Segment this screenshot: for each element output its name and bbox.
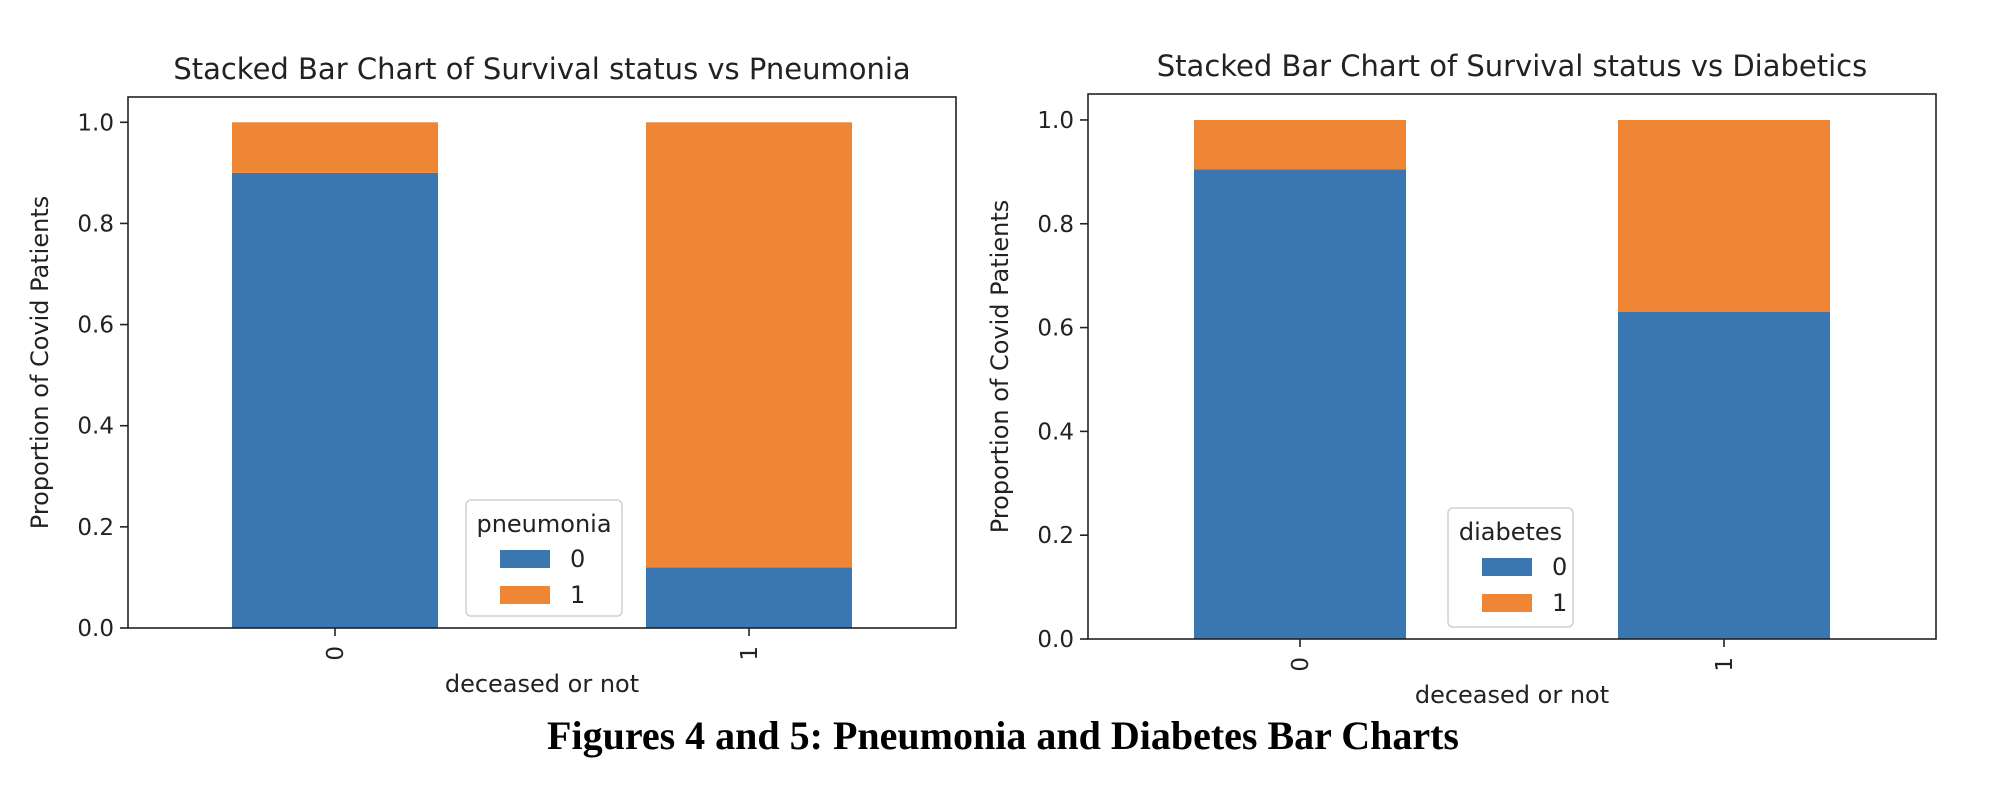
y-tick-label: 0.6 — [77, 313, 114, 339]
x-axis-label: deceased or not — [1415, 681, 1609, 709]
y-tick-label: 0.2 — [1037, 523, 1074, 549]
plot-frame — [1087, 93, 1937, 640]
figure-caption: Figures 4 and 5: Pneumonia and Diabetes … — [547, 713, 1459, 758]
x-axis-label: deceased or not — [445, 670, 639, 698]
x-tick-label: 0 — [1288, 657, 1314, 672]
legend-label-1: 1 — [1552, 589, 1567, 617]
bar-1-series-0 — [1618, 312, 1830, 639]
y-tick-label: 1.0 — [77, 110, 114, 136]
legend-swatch-1 — [1482, 594, 1532, 612]
bar-1-series-1 — [1618, 119, 1830, 312]
bar-1-series-0 — [646, 567, 852, 628]
y-tick-label: 0.6 — [1037, 316, 1074, 342]
chart-diabetes: Stacked Bar Chart of Survival status vs … — [986, 49, 1937, 709]
x-tick-label: 1 — [737, 646, 763, 661]
legend: diabetes 0 1 — [1447, 507, 1574, 628]
legend-label-0: 0 — [570, 545, 585, 573]
chart-title: Stacked Bar Chart of Survival status vs … — [173, 52, 910, 86]
bar-0-series-1 — [1194, 119, 1406, 170]
legend-title: pneumonia — [476, 510, 611, 538]
y-tick-label: 0.8 — [77, 211, 114, 237]
y-tick-label: 0.4 — [77, 414, 114, 440]
y-tick-label: 0.2 — [77, 515, 114, 541]
y-tick-label: 0.0 — [1037, 627, 1074, 653]
legend-label-0: 0 — [1552, 553, 1567, 581]
y-axis-label: Proportion of Covid Patients — [26, 196, 54, 529]
bar-0-series-1 — [232, 122, 438, 173]
y-tick-label: 0.0 — [77, 616, 114, 642]
legend-swatch-1 — [500, 586, 550, 604]
chart-title: Stacked Bar Chart of Survival status vs … — [1157, 49, 1867, 83]
legend-title: diabetes — [1459, 518, 1562, 546]
legend-swatch-0 — [1482, 558, 1532, 576]
chart-pneumonia: Stacked Bar Chart of Survival status vs … — [26, 52, 957, 698]
y-tick-label: 0.8 — [1037, 212, 1074, 238]
y-tick-label: 0.4 — [1037, 419, 1074, 445]
bar-1-series-1 — [646, 122, 852, 568]
y-axis-label: Proportion of Covid Patients — [986, 200, 1014, 533]
x-tick-label: 1 — [1712, 657, 1738, 672]
legend: pneumonia 0 1 — [465, 499, 623, 617]
bar-0-series-0 — [232, 172, 438, 628]
y-tick-label: 1.0 — [1037, 108, 1074, 134]
legend-swatch-0 — [500, 550, 550, 568]
x-tick-label: 0 — [323, 646, 349, 661]
bar-0-series-0 — [1194, 169, 1406, 639]
plot-frame — [127, 96, 957, 629]
legend-label-1: 1 — [570, 581, 585, 609]
